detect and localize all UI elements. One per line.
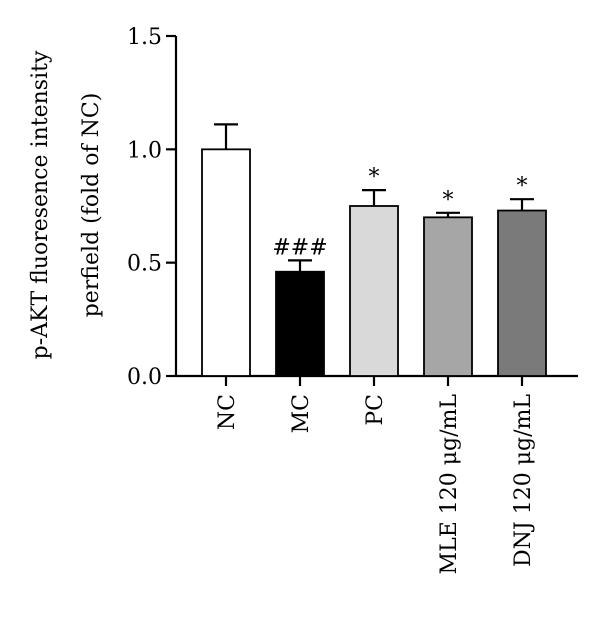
bars: ### * * * xyxy=(201,123,547,377)
bar xyxy=(497,209,547,377)
category-label: PC xyxy=(363,394,388,426)
category-label: MLE 120 μg/mL xyxy=(437,394,462,575)
bar xyxy=(349,205,399,377)
bar xyxy=(423,216,473,377)
y-tick-label: 0.5 xyxy=(127,252,162,277)
y-tick-label: 1.0 xyxy=(127,138,162,163)
significance-marker: * xyxy=(517,174,528,199)
category-label: NC xyxy=(215,394,240,430)
y-axis-title-line-2: perfield (fold of NC) xyxy=(79,93,104,318)
bar xyxy=(275,270,325,377)
y-tick-label: 1.5 xyxy=(127,25,162,50)
category-label: MC xyxy=(289,394,314,433)
significance-marker: * xyxy=(443,188,454,213)
y-axis-title-line-1: p-AKT fluoresence intensity xyxy=(28,50,53,359)
significance-marker: * xyxy=(369,165,380,190)
significance-marker: ### xyxy=(272,235,327,260)
category-labels: NC MC PC MLE 120 μg/mL DNJ 120 μg/mL xyxy=(215,394,536,575)
y-axis-title: p-AKT fluoresence intensity perfield (fo… xyxy=(28,50,104,359)
y-tick-label: 0.0 xyxy=(127,365,162,390)
bar xyxy=(201,148,251,377)
category-label: DNJ 120 μg/mL xyxy=(511,394,536,567)
